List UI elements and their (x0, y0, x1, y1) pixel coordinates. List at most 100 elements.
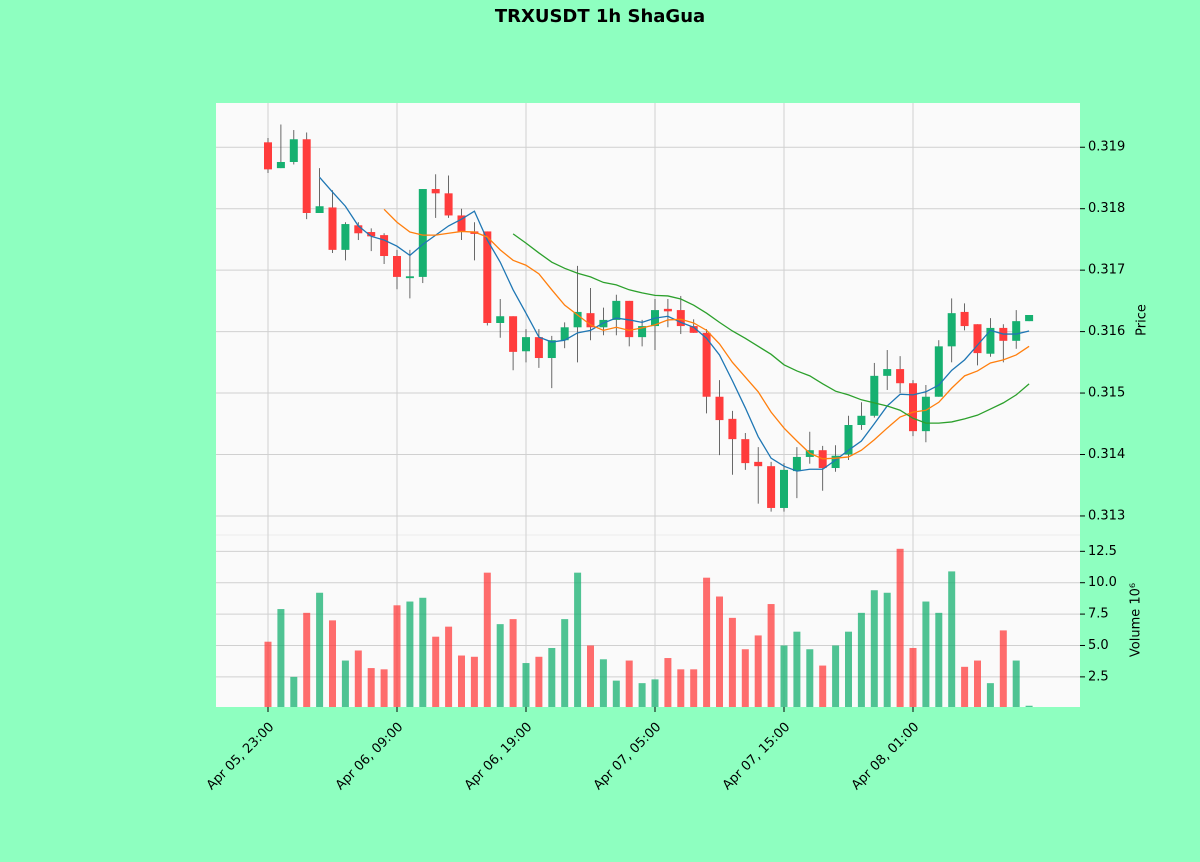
candle-body (380, 235, 389, 257)
candle-body (444, 193, 453, 216)
candle-body (534, 337, 543, 359)
candle-body (638, 326, 647, 338)
candle-body (909, 383, 917, 432)
candle-body (276, 161, 285, 169)
volume-bar (277, 609, 285, 707)
y2-tick-label: 10.0 (1088, 575, 1117, 590)
candle-body (431, 189, 440, 194)
candle-body (728, 418, 737, 440)
volume-bar (316, 592, 324, 707)
y-tick-label: 0.315 (1088, 386, 1125, 401)
candle-body (663, 308, 672, 312)
volume-bar (716, 596, 723, 707)
candle-body (496, 316, 505, 323)
candle-body (457, 215, 466, 232)
candle-body (560, 327, 569, 341)
y-tick-label: 0.314 (1088, 447, 1125, 462)
volume-bar (419, 597, 427, 707)
volume-bar (290, 676, 298, 707)
volume-bar (445, 626, 453, 707)
volume-bar (754, 635, 762, 707)
volume-bar (264, 641, 272, 707)
y-tick-label: 0.317 (1088, 263, 1125, 278)
candle-body (367, 232, 376, 237)
x-tick-label: Apr 06, 19:00 (462, 720, 535, 793)
volume-bar (806, 649, 814, 707)
candle-body (754, 461, 763, 467)
volume-bar (329, 620, 336, 707)
candle-body (986, 327, 995, 354)
y2-axis-label: Volume 10⁶ (1129, 583, 1144, 657)
candle-body (354, 225, 363, 234)
price-panel (216, 103, 1080, 535)
candle-body (418, 189, 427, 277)
candle-body (612, 300, 621, 320)
candle-body (831, 455, 840, 469)
volume-bar (393, 605, 401, 707)
volume-bar (406, 601, 414, 707)
candle-body (960, 311, 969, 327)
volume-bar (974, 660, 981, 707)
candle-body (973, 324, 982, 354)
x-tick-label: Apr 08, 01:00 (849, 720, 922, 793)
x-tick-label: Apr 07, 15:00 (720, 720, 793, 793)
volume-bar (574, 572, 582, 707)
volume-bar (625, 660, 633, 707)
volume-bar (432, 636, 440, 707)
moving-average-line (383, 208, 1030, 460)
volume-bar (664, 658, 672, 707)
candle-body (741, 439, 750, 464)
volume-bar (470, 656, 478, 707)
candle-body (934, 346, 943, 397)
volume-bar (612, 680, 620, 707)
candle-body (676, 310, 685, 327)
candle-body (315, 206, 324, 213)
volume-bar (522, 663, 530, 707)
candle-body (883, 369, 892, 376)
candle-body (792, 456, 801, 472)
x-tick-label: Apr 05, 23:00 (204, 720, 277, 793)
candle-body (1025, 315, 1034, 322)
candle-body (702, 332, 711, 397)
volume-bar (986, 683, 994, 707)
candle-body (302, 139, 311, 213)
candle-body (547, 340, 556, 359)
candle-body (289, 139, 298, 162)
volume-bar (690, 669, 698, 707)
candle-body (573, 311, 582, 328)
volume-bar (883, 592, 891, 707)
volume-bar (870, 590, 878, 707)
volume-bar (587, 645, 594, 707)
volume-bar (999, 630, 1007, 707)
y-tick-label: 0.319 (1088, 140, 1125, 155)
y2-tick-label: 7.5 (1088, 607, 1109, 622)
candle-body (715, 396, 724, 421)
volume-bar (948, 571, 956, 707)
x-tick-label: Apr 07, 05:00 (591, 720, 664, 793)
candle-body (896, 369, 905, 384)
chart-title: TRXUSDT 1h ShaGua (495, 6, 705, 27)
moving-average-line (512, 233, 1030, 424)
volume-bar (561, 619, 569, 707)
candle-body (870, 375, 879, 416)
volume-bar (896, 548, 904, 707)
volume-bar (741, 649, 749, 707)
volume-bar (354, 650, 362, 707)
volume-bar (548, 647, 556, 707)
volume-bar (341, 660, 349, 707)
candle-body (405, 276, 414, 279)
candle-body (625, 300, 634, 338)
volume-bar (961, 666, 969, 707)
volume-bar (483, 572, 491, 707)
volume-bar (380, 669, 388, 707)
volume-bar (651, 679, 659, 707)
y-tick-label: 0.313 (1088, 508, 1125, 523)
volume-bar (703, 577, 711, 707)
y-tick-label: 0.316 (1088, 324, 1125, 339)
volume-bar (845, 631, 852, 707)
y2-tick-label: 12.5 (1088, 544, 1117, 559)
volume-bar (509, 619, 517, 707)
volume-bar (728, 617, 736, 707)
volume-bar (780, 645, 788, 707)
